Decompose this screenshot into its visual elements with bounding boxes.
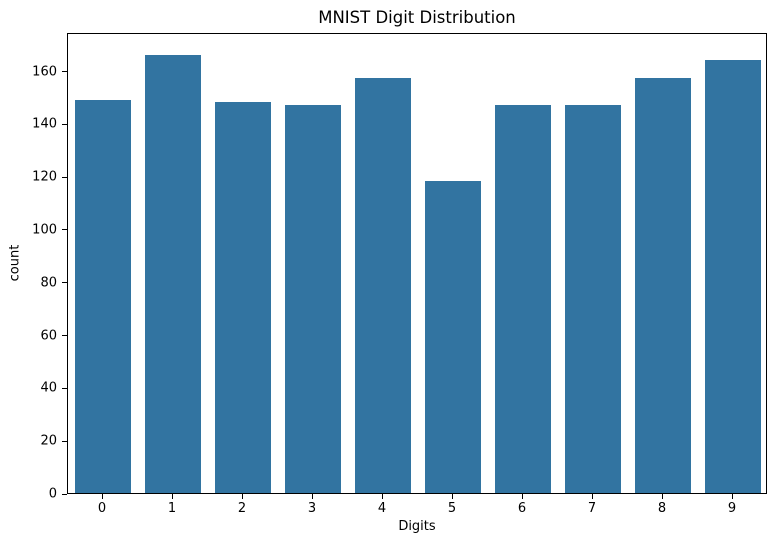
bar-digit-3 [285, 104, 341, 493]
y-tick-label: 160 [32, 64, 57, 80]
x-tick-label: 6 [517, 501, 527, 516]
x-tick-label: 4 [377, 501, 387, 516]
x-tick-mark [661, 494, 663, 499]
y-tick-label: 60 [40, 328, 57, 344]
y-axis-label: count [7, 244, 23, 282]
bar-digit-7 [565, 104, 621, 493]
bar-digit-4 [355, 78, 411, 493]
x-tick-mark [171, 494, 173, 499]
x-tick-mark [311, 494, 313, 499]
bar-digit-6 [495, 104, 551, 493]
x-tick-mark [381, 494, 383, 499]
x-tick-mark [521, 494, 523, 499]
x-tick-label: 8 [657, 501, 667, 516]
x-tick-mark [451, 494, 453, 499]
y-tick-label: 100 [32, 222, 57, 238]
y-tick-label: 20 [40, 433, 57, 449]
x-axis-label: Digits [398, 519, 436, 534]
x-tick-label: 2 [237, 501, 247, 516]
x-tick-label: 5 [447, 501, 457, 516]
x-tick-mark [731, 494, 733, 499]
bar-digit-1 [145, 54, 201, 493]
bar-digit-0 [75, 99, 131, 493]
plot-area [67, 33, 767, 494]
x-tick-mark [591, 494, 593, 499]
bar-digit-8 [635, 78, 691, 493]
bar-digit-2 [215, 102, 271, 493]
x-tick-label: 7 [587, 501, 597, 516]
x-tick-label: 9 [727, 501, 737, 516]
x-tick-label: 0 [97, 501, 107, 516]
bars-layer [68, 34, 766, 493]
x-tick-label: 1 [167, 501, 177, 516]
bar-digit-5 [425, 181, 481, 493]
y-tick-label: 40 [40, 380, 57, 396]
bar-digit-9 [705, 60, 761, 493]
x-tick-mark [101, 494, 103, 499]
y-tick-label: 140 [32, 116, 57, 132]
y-tick-label: 120 [32, 169, 57, 185]
x-tick-mark [241, 494, 243, 499]
y-tick-label: 0 [48, 486, 57, 502]
chart-title: MNIST Digit Distribution [318, 8, 516, 27]
x-tick-label: 3 [307, 501, 317, 516]
